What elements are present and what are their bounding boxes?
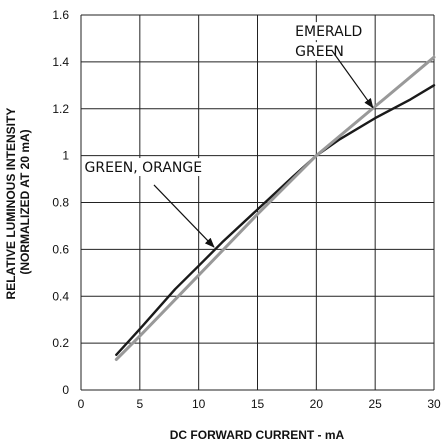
x-tick-label: 30 xyxy=(427,397,441,411)
annotation-label: GREEN xyxy=(295,44,344,60)
y-tick-label: 0.4 xyxy=(52,289,69,303)
annotation-label: EMERALD xyxy=(295,24,362,40)
x-tick-label: 15 xyxy=(251,397,265,411)
series-lines xyxy=(114,55,436,361)
annotation-arrow xyxy=(331,49,374,109)
x-tick-label: 5 xyxy=(136,397,143,411)
tick-labels: 0 5 10 15 20 25 30 0 0.2 0.4 0.6 0.8 1 1.2 1.4 1.6 xyxy=(52,8,441,411)
y-tick-label: 0.8 xyxy=(52,196,69,210)
y-tick-label: 1.2 xyxy=(52,102,69,116)
y-tick-label: 0.2 xyxy=(52,336,69,350)
y-tick-label: 0 xyxy=(62,383,69,397)
x-tick-label: 25 xyxy=(368,397,382,411)
annotation-label: GREEN, ORANGE xyxy=(85,160,203,176)
y-axis-title-line-1: RELATIVE LUMINOUS INTENSITY xyxy=(4,108,18,300)
y-axis-title-line-2: (NORMALIZED AT 20 mA) xyxy=(18,129,32,274)
y-axis-title: RELATIVE LUMINOUS INTENSITY (NORMALIZED … xyxy=(4,105,32,300)
y-tick-label: 1 xyxy=(62,149,69,163)
x-tick-label: 20 xyxy=(310,397,324,411)
grid-lines xyxy=(80,14,435,391)
x-tick-label: 0 xyxy=(78,397,85,411)
x-tick-label: 10 xyxy=(192,397,206,411)
series-line-gray xyxy=(114,55,436,361)
series-line-black xyxy=(115,84,436,356)
y-tick-label: 1.4 xyxy=(52,55,69,69)
x-axis-title: DC FORWARD CURRENT - mA xyxy=(170,428,345,442)
y-tick-label: 1.6 xyxy=(52,8,69,22)
annotations: EMERALD GREEN GREEN, ORANGE xyxy=(82,22,374,248)
y-tick-label: 0.6 xyxy=(52,242,69,256)
annotation-arrow xyxy=(153,184,215,248)
annotation-label-background xyxy=(293,22,363,41)
annotation-label-background xyxy=(293,42,345,61)
annotation-label-background xyxy=(82,158,206,177)
